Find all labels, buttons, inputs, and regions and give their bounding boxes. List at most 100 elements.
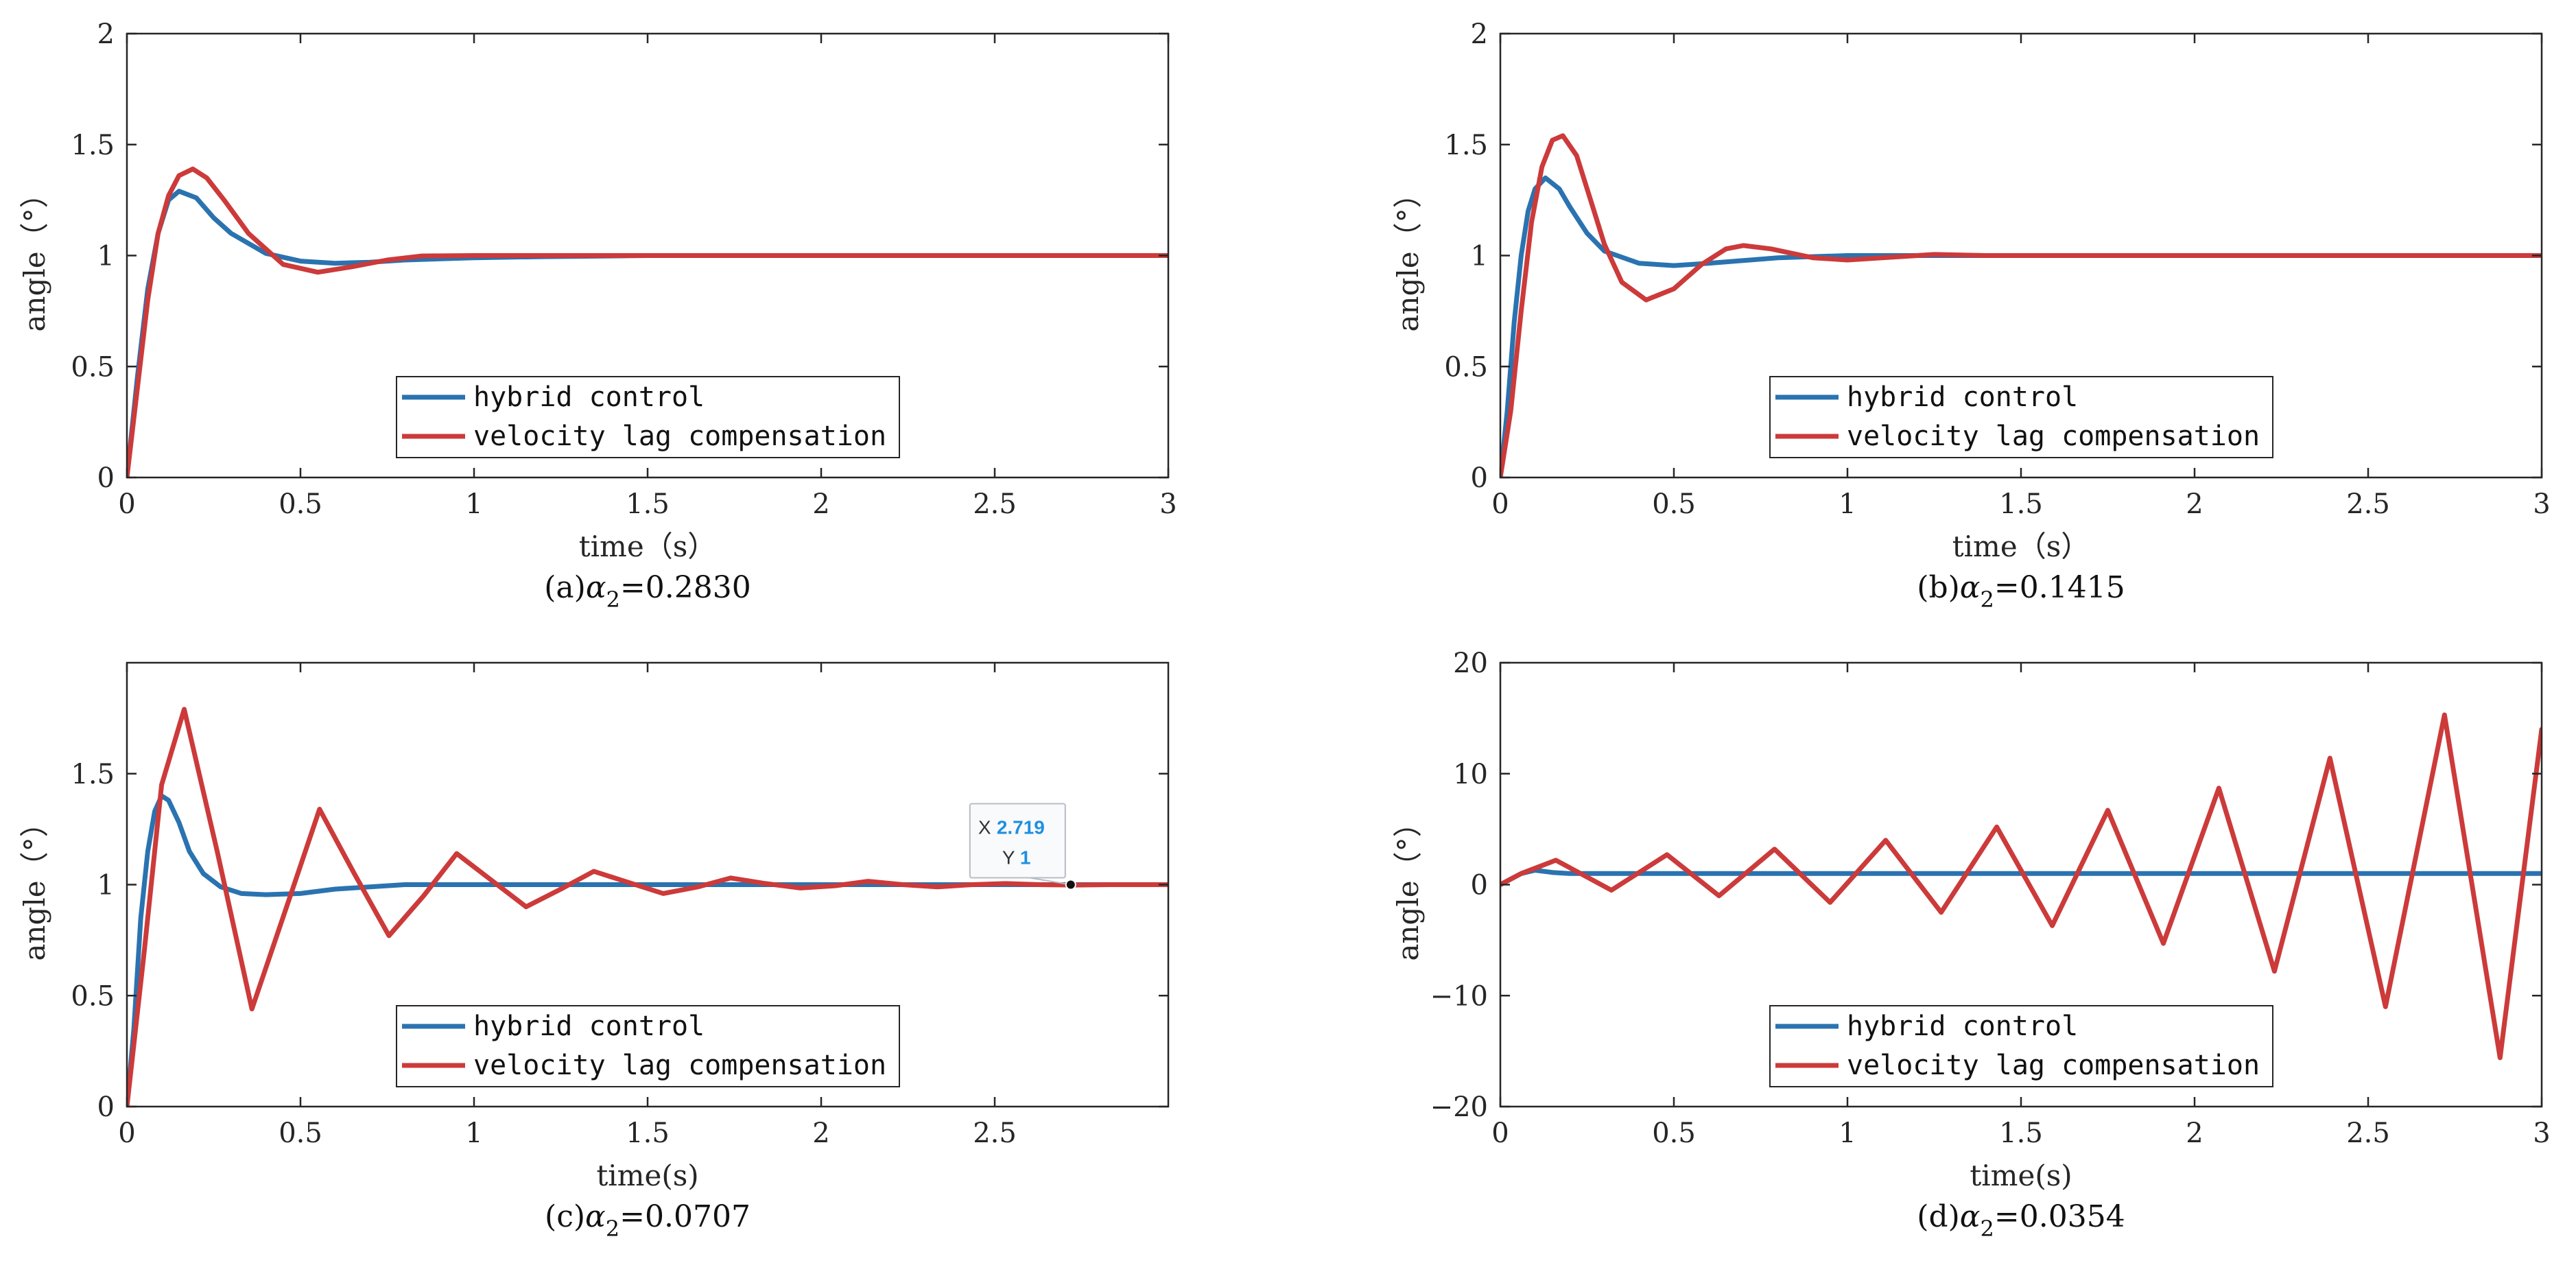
datatip: X 2.719 Y 1 bbox=[969, 803, 1076, 890]
caption-prefix: (d) bbox=[1917, 1199, 1960, 1234]
legend-label-velocity: velocity lag compensation bbox=[473, 1050, 886, 1081]
legend-box bbox=[1769, 1005, 2273, 1087]
caption-prefix: (b) bbox=[1917, 570, 1960, 605]
x-tick-label: 3 bbox=[2533, 1118, 2550, 1149]
chart-caption: (a)α2=0.2830 bbox=[544, 570, 751, 613]
y-tick-label: 1.5 bbox=[71, 759, 115, 790]
chart-panel-c: 0 0.5 1 1.5 2 2.500.511.5time(s)angle（°）(c)α2… bbox=[18, 661, 1170, 1242]
legend-label-hybrid: hybrid control bbox=[473, 381, 705, 413]
caption-alpha: α bbox=[1960, 570, 1981, 605]
y-tick-label: 1.5 bbox=[71, 130, 115, 161]
datatip-y-value: 1 bbox=[1020, 847, 1031, 869]
caption-value: =0.1415 bbox=[1994, 570, 2125, 605]
y-tick-label: 10 bbox=[1453, 759, 1488, 790]
legend-label-hybrid: hybrid control bbox=[1847, 381, 2078, 413]
x-tick-label: 1.5 bbox=[1999, 488, 2043, 520]
legend-label-velocity: velocity lag compensation bbox=[1847, 1050, 2260, 1081]
x-tick-label: 3 bbox=[1159, 488, 1177, 520]
datatip-x-label: X bbox=[978, 817, 991, 838]
series-line-velocity bbox=[1500, 712, 2542, 1061]
y-tick-label: −10 bbox=[1430, 980, 1488, 1012]
x-tick-label: 1 bbox=[465, 488, 482, 520]
y-axis-label: angle（°） bbox=[18, 808, 51, 960]
x-tick-label: 2 bbox=[2186, 488, 2203, 520]
y-axis-label: angle（°） bbox=[1391, 808, 1425, 960]
legend-label-hybrid: hybrid control bbox=[1847, 1011, 2078, 1042]
x-tick-label: 1 bbox=[1839, 1118, 1856, 1149]
legend: hybrid control velocity lag compensation bbox=[1769, 1005, 2273, 1087]
legend: hybrid control velocity lag compensation bbox=[396, 376, 900, 458]
x-tick-label: 1.5 bbox=[1999, 1118, 2043, 1149]
caption-value: =0.2830 bbox=[620, 570, 751, 605]
caption-alpha: α bbox=[586, 570, 606, 605]
caption-prefix: (c) bbox=[545, 1199, 585, 1234]
legend-label-velocity: velocity lag compensation bbox=[473, 421, 886, 452]
y-tick-label: 2 bbox=[97, 19, 115, 50]
x-tick-label: 0.5 bbox=[1652, 1118, 1696, 1149]
series-line-velocity bbox=[127, 707, 1168, 1107]
legend-box bbox=[396, 376, 900, 458]
series-line-hybrid bbox=[127, 793, 1168, 1107]
legend-box bbox=[1769, 376, 2273, 458]
x-tick-label: 1 bbox=[1839, 488, 1856, 520]
x-axis-label: time(s) bbox=[1970, 1159, 2072, 1192]
datatip-box bbox=[969, 803, 1066, 879]
x-tick-label: 0 bbox=[1491, 488, 1509, 520]
y-tick-label: 0.5 bbox=[1444, 351, 1488, 383]
x-tick-label: 2.5 bbox=[2346, 1118, 2390, 1149]
chart-caption: (d)α2=0.0354 bbox=[1917, 1199, 2125, 1242]
y-tick-label: 0 bbox=[1471, 870, 1488, 901]
x-tick-label: 0.5 bbox=[279, 488, 322, 520]
y-tick-label: 1 bbox=[1471, 241, 1488, 272]
x-tick-label: 1.5 bbox=[626, 1118, 670, 1149]
x-tick-label: 0.5 bbox=[1652, 488, 1696, 520]
x-tick-label: 0 bbox=[118, 1118, 135, 1149]
y-tick-label: 1.5 bbox=[1444, 130, 1488, 161]
y-tick-label: 0.5 bbox=[71, 980, 115, 1012]
caption-subscript: 2 bbox=[606, 587, 620, 613]
datatip-x-value: 2.719 bbox=[997, 817, 1045, 838]
caption-prefix: (a) bbox=[544, 570, 586, 605]
x-tick-label: 1.5 bbox=[626, 488, 670, 520]
x-tick-label: 0 bbox=[118, 488, 135, 520]
x-tick-label: 2 bbox=[812, 1118, 829, 1149]
x-tick-label: 2.5 bbox=[973, 488, 1017, 520]
chart-panel-d: 0 0.5 1 1.5 2 2.5 3 −20 −10 0 10 20 time(s) angle（°） (… bbox=[1391, 648, 2551, 1242]
chart-panel-b: 0 0.5 1 1.5 2 2.5 3 0 0.5 1 1.5 2 time（s） angle（°） (b)… bbox=[1391, 19, 2551, 613]
caption-value: =0.0707 bbox=[619, 1199, 751, 1234]
y-tick-label: 0 bbox=[1471, 462, 1488, 494]
series-line-velocity bbox=[127, 166, 1168, 477]
x-tick-label: 1 bbox=[465, 1118, 482, 1149]
y-axis-label: angle（°） bbox=[18, 179, 51, 331]
y-axis-label: angle（°） bbox=[1391, 179, 1425, 331]
y-tick-label: 0 bbox=[97, 462, 115, 494]
x-tick-label: 2 bbox=[2186, 1118, 2203, 1149]
x-tick-label: 0 bbox=[1491, 1118, 1509, 1149]
x-tick-label: 3 bbox=[2533, 488, 2550, 520]
y-tick-label: 1 bbox=[97, 870, 115, 901]
x-tick-label: 0.5 bbox=[279, 1118, 322, 1149]
x-tick-label: 2 bbox=[812, 488, 829, 520]
caption-subscript: 2 bbox=[1981, 1216, 1994, 1242]
y-tick-label: −20 bbox=[1430, 1091, 1488, 1123]
y-tick-label: 1 bbox=[97, 241, 115, 272]
series-line-velocity bbox=[1500, 133, 2542, 477]
chart-panel-a: 0 0.5 1 1.5 2 2.5 3 0 0.5 1 1.5 2 time（s） angle（°） (a)… bbox=[18, 19, 1177, 613]
x-tick-label: 2.5 bbox=[2346, 488, 2390, 520]
legend: hybrid control velocity lag compensation bbox=[1769, 376, 2273, 458]
legend-label-velocity: velocity lag compensation bbox=[1847, 421, 2260, 452]
x-axis-label: time（s） bbox=[579, 530, 717, 563]
y-tick-label: 2 bbox=[1471, 19, 1488, 50]
y-tick-label: 0 bbox=[97, 1091, 115, 1123]
legend-box bbox=[396, 1005, 900, 1087]
caption-alpha: α bbox=[1960, 1199, 1981, 1234]
y-tick-label: 20 bbox=[1453, 648, 1488, 679]
chart-caption: (b)α2=0.1415 bbox=[1917, 570, 2125, 613]
legend: hybrid control velocity lag compensation bbox=[396, 1005, 900, 1087]
datatip-pointer bbox=[1029, 877, 1071, 886]
caption-subscript: 2 bbox=[606, 1216, 619, 1242]
caption-subscript: 2 bbox=[1981, 587, 1994, 613]
chart-caption: (c)α2=0.0707 bbox=[545, 1199, 751, 1242]
x-axis-label: time(s) bbox=[596, 1159, 698, 1192]
